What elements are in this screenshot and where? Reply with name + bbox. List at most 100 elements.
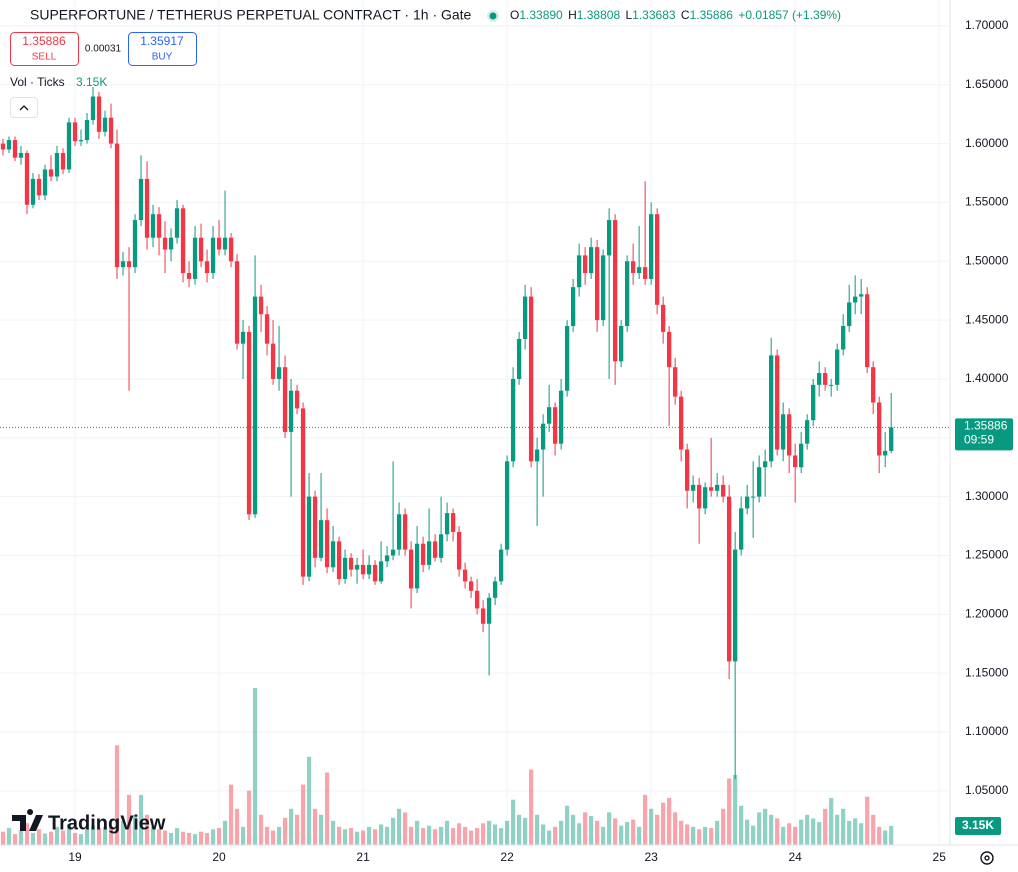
volume-bar [108,826,114,845]
buy-label[interactable]: BUY [152,52,173,63]
candle-body [420,543,426,565]
candle-body [48,169,54,177]
candle-body [168,237,174,250]
volume-bar [180,831,186,845]
volume-bar [72,832,78,845]
gear-outer[interactable] [980,851,994,865]
y-tick-label: 1.70000 [965,18,1009,32]
volume-bar [288,808,294,845]
y-tick-label: 1.20000 [965,607,1009,621]
volume-bar [48,831,54,845]
volume-bar [667,797,672,845]
volume-bar [18,830,24,845]
candle-body [120,261,126,268]
volume-bar [378,824,384,845]
volume-bar [829,797,834,845]
volume-bar [853,818,858,845]
candle-body [444,513,450,535]
buy-box[interactable] [128,32,197,66]
volume-bar [126,794,132,845]
volume-bar [240,826,246,845]
logo-icon [12,809,43,831]
volume-bar [276,826,282,845]
volume-bar [475,828,480,845]
volume-bar [529,769,534,845]
candle-body [781,414,786,450]
candle-body [306,496,312,577]
volume-bar [330,820,336,845]
volume-bar [817,822,822,845]
volume-bar [132,814,138,845]
volume-bar [192,834,198,845]
candle-body [636,267,642,274]
volume-bar [228,784,234,845]
volume-bar [42,833,48,845]
volume-bar [444,820,450,845]
volume-bar [372,829,378,845]
volume-bar [174,828,180,845]
sell-price[interactable]: 1.35886 [22,34,66,48]
volume-bar [781,826,786,845]
candle-body [264,314,270,344]
x-tick-label: 23 [644,850,658,864]
candle-body [258,296,264,315]
volume-bar [252,688,258,845]
buy-button[interactable]: 1.35917 BUY [128,32,197,66]
candle-body [144,178,150,238]
volume-bar [499,828,504,845]
volume-bar [859,823,864,845]
candle-body [889,427,894,451]
volume-bar [769,814,774,845]
collapse-icon[interactable] [19,105,29,111]
candle-body [456,531,462,570]
volume-bar [751,825,756,845]
last-price-box [955,418,1013,451]
sell-label[interactable]: SELL [32,52,57,63]
x-tick-label: 22 [500,850,514,864]
candle-body [756,467,762,497]
candle-body [654,214,660,305]
candle-body [684,449,690,491]
candle-body [847,302,852,326]
volume-bar [613,818,618,845]
candle-body [480,608,486,624]
candle-body [787,414,792,456]
buy-price[interactable]: 1.35917 [140,34,184,48]
collapse-button[interactable] [10,97,38,118]
volume-bar [547,830,552,845]
volume-bar [30,832,36,845]
candle-body [576,255,582,288]
y-tick-label: 1.15000 [965,665,1009,679]
candle-body [744,496,750,509]
candle-body [378,561,384,582]
candle-body [96,96,102,132]
candle-body [871,367,876,403]
candle-body [18,152,24,158]
settings-button[interactable] [980,851,994,865]
candle-body [666,331,672,368]
candle-body [312,496,318,558]
x-tick-label: 25 [933,850,947,864]
legend-change: +0.01857 (+1.39%) [738,8,841,22]
candle-body [510,378,516,462]
volume-bar [805,814,810,845]
volume-bar [90,825,96,845]
sell-button[interactable]: 1.35886 SELL [10,32,79,66]
y-tick-label: 1.50000 [965,253,1009,267]
sell-box[interactable] [10,32,79,66]
legend-key: L [625,8,632,22]
candle-body [486,597,492,624]
candle-body [829,384,834,386]
volume-bar [757,812,762,845]
candle-body [342,557,348,580]
candle-body [366,564,372,575]
volume-bar [571,814,576,845]
volume-bar [847,820,852,845]
collapse-box[interactable] [10,97,38,118]
volume-bar [438,826,444,845]
gear-inner[interactable] [984,855,990,861]
candle-body [540,423,546,450]
volume-bar [294,814,300,845]
candle-body [708,487,714,491]
volume-bar [96,828,102,845]
